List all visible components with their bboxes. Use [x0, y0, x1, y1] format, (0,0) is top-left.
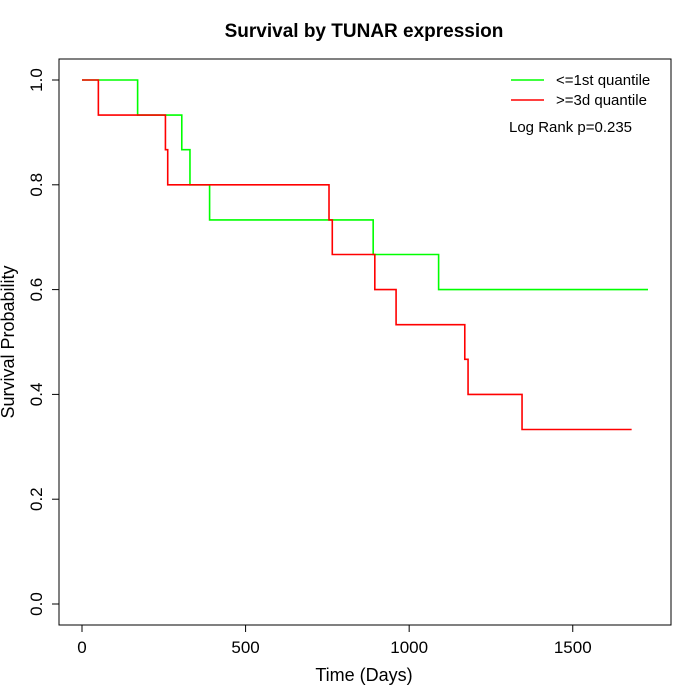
series-line-1 — [82, 79, 648, 291]
y-tick-label: 0.0 — [27, 592, 46, 616]
y-tick-label: 0.6 — [27, 278, 46, 302]
chart-title: Survival by TUNAR expression — [225, 21, 504, 42]
y-tick-label: 0.4 — [27, 383, 46, 407]
series-layer — [82, 79, 648, 431]
x-tick-label: 0 — [77, 638, 86, 657]
series-line-2 — [82, 79, 632, 431]
x-tick-label: 1000 — [390, 638, 428, 657]
y-tick-label: 1.0 — [27, 68, 46, 92]
legend: <=1st quantile >=3d quantile — [511, 72, 650, 109]
y-axis-label: Survival Probability — [0, 265, 18, 418]
plot-frame — [58, 58, 672, 626]
x-axis-label: Time (Days) — [315, 665, 412, 685]
legend-label: <=1st quantile — [556, 72, 650, 89]
y-tick-label: 0.8 — [27, 173, 46, 197]
y-tick-label: 0.2 — [27, 487, 46, 511]
x-tick-label: 500 — [231, 638, 259, 657]
y-axis: 0.0 0.2 0.4 0.6 0.8 1.0 — [27, 68, 60, 616]
logrank-annotation: Log Rank p=0.235 — [509, 119, 632, 136]
legend-label: >=3d quantile — [556, 92, 647, 109]
x-axis: 0 500 1000 1500 — [77, 624, 592, 657]
x-tick-label: 1500 — [554, 638, 592, 657]
